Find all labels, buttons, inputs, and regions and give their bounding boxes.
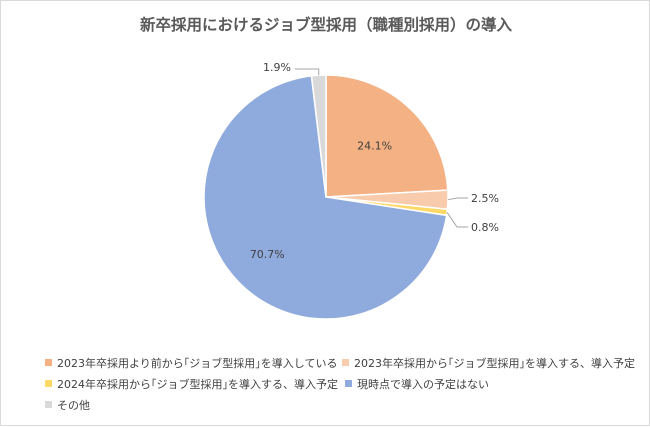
legend-label: その他 [57,398,90,412]
legend-label: 現時点で導入の予定はない [357,377,489,391]
data-label-from-2023: 2.5% [471,192,499,205]
pie-slice-no-plan [203,75,448,320]
legend: 2023年卒採用より前から｢ジョブ型採用｣を導入している 2023年卒採用から｢ジ… [45,352,635,415]
data-label-from-2024: 0.8% [471,221,499,234]
legend-row: 2023年卒採用より前から｢ジョブ型採用｣を導入している 2023年卒採用から｢ジ… [45,352,635,373]
legend-label: 2024年卒採用から｢ジョブ型採用｣を導入する、導入予定 [57,377,338,391]
leader-line-other [295,68,320,76]
legend-swatch [45,380,52,387]
legend-item-from-2024: 2024年卒採用から｢ジョブ型採用｣を導入する、導入予定 [45,376,345,392]
legend-swatch [45,401,52,408]
data-label-no-plan: 70.7% [250,248,285,261]
pie-slice-pre-2023 [325,74,449,198]
legend-item-no-plan: 現時点で導入の予定はない [345,376,489,392]
legend-row: その他 [45,394,635,415]
leader-line-from-2023 [447,197,468,201]
legend-swatch [345,380,352,387]
legend-label: 2023年卒採用より前から｢ジョブ型採用｣を導入している [57,356,338,370]
legend-item-pre-2023: 2023年卒採用より前から｢ジョブ型採用｣を導入している [45,355,342,371]
chart-title: 新卒採用におけるジョブ型採用（職種別採用）の導入 [139,16,512,34]
legend-swatch [45,359,52,366]
leader-line-from-2024 [446,212,468,228]
legend-row: 2024年卒採用から｢ジョブ型採用｣を導入する、導入予定 現時点で導入の予定はない [45,373,635,394]
legend-item-other: その他 [45,397,345,413]
legend-item-from-2023: 2023年卒採用から｢ジョブ型採用｣を導入する、導入予定 [342,355,635,371]
legend-swatch [342,359,349,366]
data-label-pre-2023: 24.1% [357,140,392,153]
legend-label: 2023年卒採用から｢ジョブ型採用｣を導入する、導入予定 [354,356,635,370]
data-label-other: 1.9% [263,61,291,74]
